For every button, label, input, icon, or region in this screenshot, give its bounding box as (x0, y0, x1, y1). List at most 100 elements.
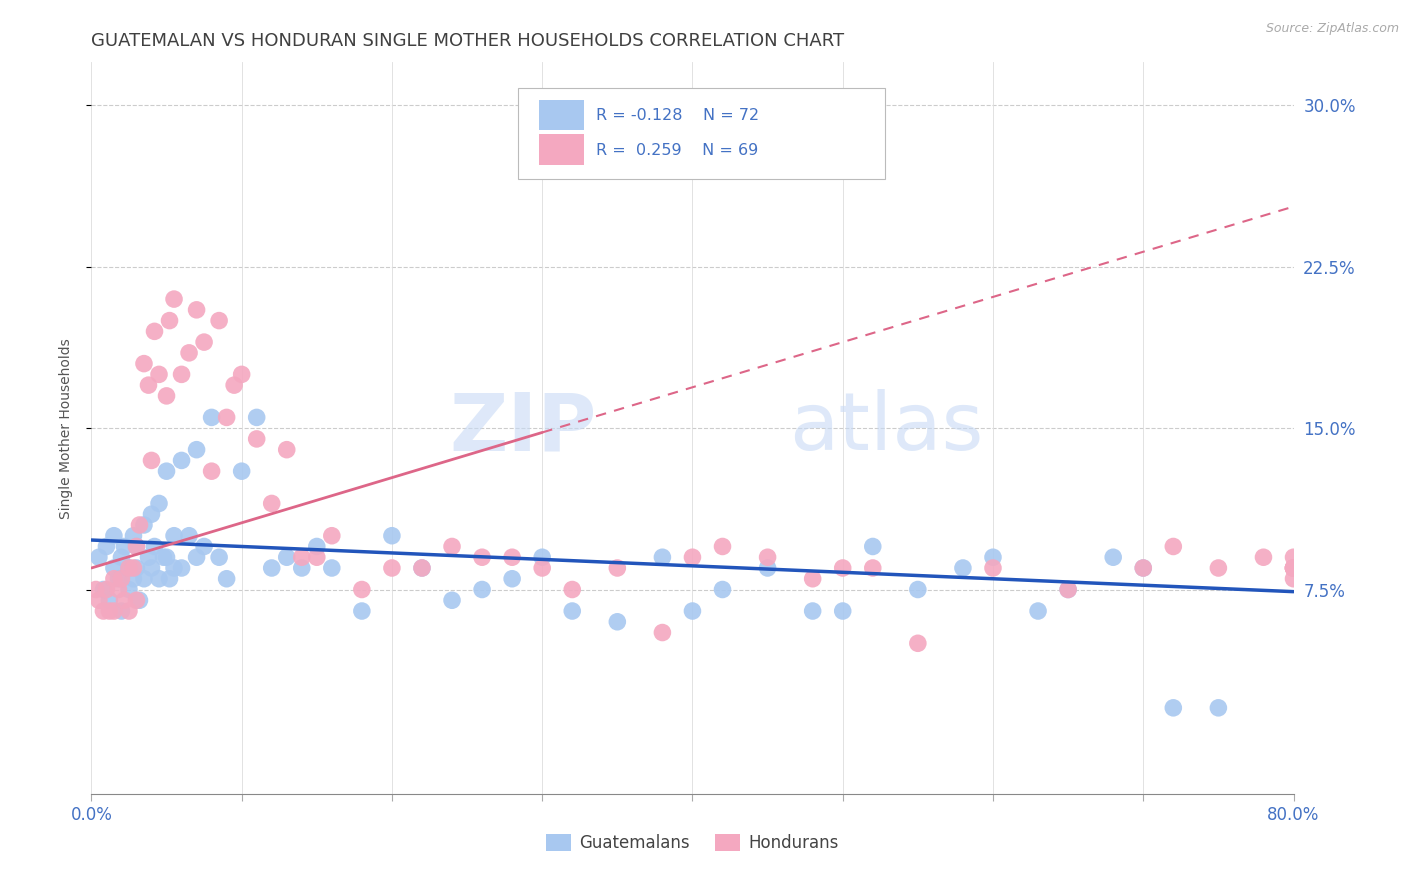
Point (681, 550, 703, 565)
Point (84, 582, 107, 597)
Point (651, 550, 673, 565)
Point (132, 357, 155, 371)
Point (224, 378, 246, 392)
Point (831, 604, 853, 618)
Point (952, 561, 974, 575)
Point (118, 582, 141, 597)
Point (177, 346, 200, 360)
Point (163, 292, 186, 306)
Point (110, 604, 132, 618)
Point (103, 561, 125, 575)
Point (471, 550, 494, 565)
Point (606, 561, 628, 575)
Point (246, 410, 269, 425)
Point (531, 561, 554, 575)
Point (440, 593, 463, 607)
Point (125, 593, 148, 607)
Point (93, 582, 115, 597)
Point (1282, 561, 1305, 575)
Point (110, 550, 132, 565)
Point (215, 410, 238, 425)
Point (132, 572, 155, 586)
Point (128, 518, 150, 533)
Point (1282, 561, 1305, 575)
Point (801, 572, 824, 586)
Point (681, 604, 703, 618)
Point (208, 313, 231, 327)
Point (87, 593, 110, 607)
Point (118, 604, 141, 618)
Point (208, 550, 231, 565)
Point (1208, 561, 1230, 575)
Point (1132, 561, 1154, 575)
Point (1282, 561, 1305, 575)
Point (107, 572, 129, 586)
Point (93, 604, 115, 618)
Point (201, 464, 224, 478)
Point (350, 582, 373, 597)
Point (862, 540, 884, 554)
Point (201, 410, 224, 425)
Point (159, 313, 181, 327)
Point (321, 561, 343, 575)
Point (103, 572, 125, 586)
Point (907, 582, 929, 597)
Point (186, 550, 208, 565)
Point (141, 453, 163, 467)
Point (440, 540, 463, 554)
Point (141, 561, 163, 575)
Point (862, 561, 884, 575)
Point (122, 529, 145, 543)
Point (1282, 572, 1305, 586)
Point (231, 464, 253, 478)
Point (163, 529, 186, 543)
Point (110, 572, 132, 586)
Point (651, 625, 673, 640)
Point (122, 572, 145, 586)
Point (118, 561, 141, 575)
Point (107, 582, 129, 597)
Point (276, 550, 298, 565)
Point (231, 368, 253, 382)
Point (1102, 550, 1125, 565)
Point (193, 540, 215, 554)
Point (1282, 561, 1305, 575)
Point (125, 540, 148, 554)
Point (1253, 550, 1275, 565)
Point (1161, 540, 1184, 554)
Point (170, 561, 193, 575)
Point (711, 540, 734, 554)
Point (246, 432, 269, 446)
Point (756, 550, 779, 565)
Point (831, 561, 853, 575)
Point (125, 561, 148, 575)
Point (501, 550, 523, 565)
Point (981, 550, 1004, 565)
Point (801, 604, 824, 618)
Point (381, 529, 404, 543)
Point (152, 550, 174, 565)
Point (177, 529, 200, 543)
Text: R =  0.259    N = 69: R = 0.259 N = 69 (596, 144, 758, 159)
Point (291, 561, 314, 575)
Point (276, 442, 298, 457)
Y-axis label: Single Mother Households: Single Mother Households (59, 338, 73, 518)
Point (138, 378, 160, 392)
Point (561, 604, 583, 618)
Point (531, 550, 554, 565)
Point (114, 540, 136, 554)
Point (155, 389, 177, 403)
FancyBboxPatch shape (538, 100, 585, 130)
Point (1208, 701, 1230, 715)
Point (215, 572, 238, 586)
FancyBboxPatch shape (519, 88, 884, 179)
Point (96, 540, 118, 554)
Point (981, 561, 1004, 575)
Point (186, 302, 208, 317)
Point (148, 572, 170, 586)
Point (87, 550, 110, 565)
Point (138, 550, 160, 565)
Point (1132, 561, 1154, 575)
Point (159, 572, 181, 586)
Point (163, 561, 186, 575)
